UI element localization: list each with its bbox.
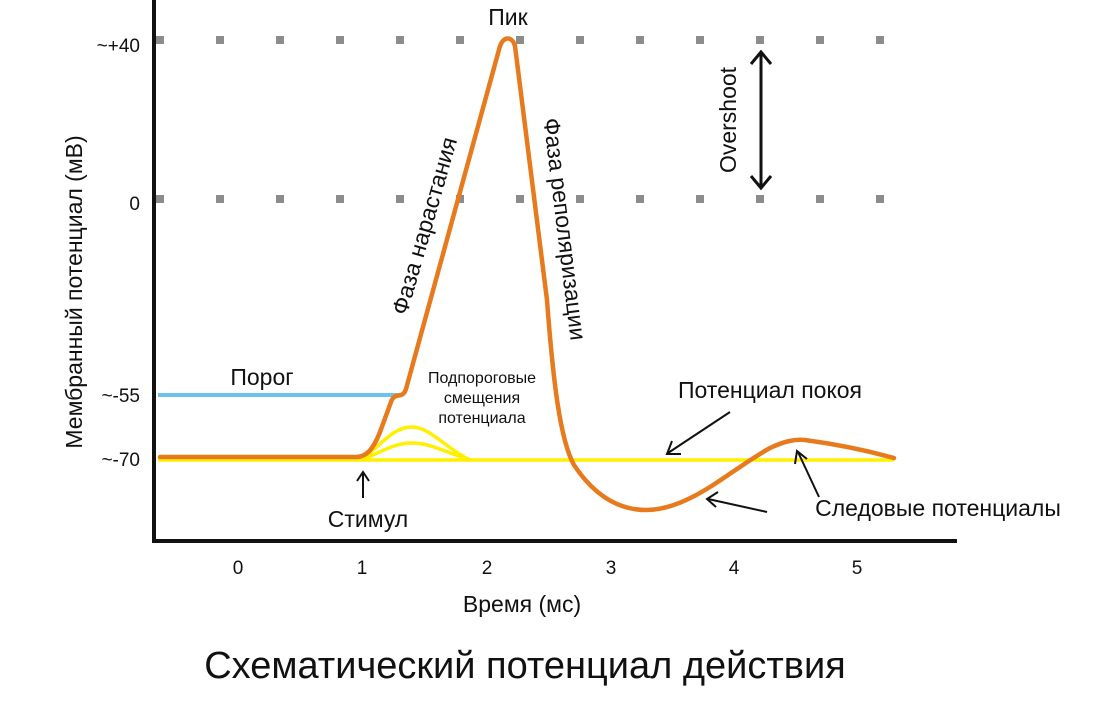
- dot-zero: [696, 195, 704, 203]
- x-tick-0: 0: [233, 558, 244, 579]
- stimulus-arrow-icon: [356, 470, 370, 498]
- y-tick-0: 0: [129, 194, 140, 215]
- x-tick-2: 2: [482, 558, 493, 579]
- dot-zero: [816, 195, 824, 203]
- dot-plus40: [816, 36, 824, 44]
- dot-plus40: [396, 36, 404, 44]
- x-tick-5: 5: [852, 558, 863, 579]
- resting-potential-arrow-icon: [665, 411, 731, 455]
- dot-zero: [876, 195, 884, 203]
- subthreshold-label-line1: Подпороговые: [428, 370, 536, 387]
- dot-plus40: [216, 36, 224, 44]
- subthreshold-label-line3: потенциала: [438, 410, 525, 427]
- stimulus-label: Стимул: [328, 506, 408, 532]
- y-axis-label: Мембранный потенциал (мВ): [61, 135, 87, 448]
- dot-plus40: [756, 36, 764, 44]
- dot-zero: [516, 195, 524, 203]
- dot-plus40: [636, 36, 644, 44]
- y-tick-minus70: ~-70: [101, 450, 140, 471]
- x-tick-4: 4: [729, 558, 740, 579]
- dot-plus40: [696, 36, 704, 44]
- threshold-label: Порог: [230, 364, 293, 390]
- dot-zero: [216, 195, 224, 203]
- subthreshold-curve-large: [360, 425, 471, 462]
- dot-zero: [636, 195, 644, 203]
- trace-potentials-label: Следовые потенциалы: [815, 495, 1061, 521]
- action-potential-curve: [157, 36, 897, 513]
- dot-zero: [576, 195, 584, 203]
- overshoot-double-arrow-icon: [749, 49, 773, 191]
- subthreshold-label-line2: смещения: [444, 390, 520, 407]
- dot-plus40: [576, 36, 584, 44]
- subthreshold-curve-small: [361, 441, 471, 462]
- dot-zero: [756, 195, 764, 203]
- diagram-title: Схематический потенциал действия: [204, 645, 846, 687]
- dot-zero: [336, 195, 344, 203]
- dot-zero: [276, 195, 284, 203]
- overshoot-label: Overshoot: [715, 66, 741, 173]
- dot-plus40: [456, 36, 464, 44]
- peak-label: Пик: [488, 4, 528, 30]
- dot-plus40: [336, 36, 344, 44]
- dot-plus40: [516, 36, 524, 44]
- resting-potential-label: Потенциал покоя: [678, 377, 862, 403]
- dot-plus40: [876, 36, 884, 44]
- dot-zero: [156, 195, 164, 203]
- dot-zero: [396, 195, 404, 203]
- y-tick-minus55: ~-55: [101, 386, 140, 407]
- dot-plus40: [276, 36, 284, 44]
- dot-plus40: [156, 36, 164, 44]
- x-tick-1: 1: [357, 558, 368, 579]
- trace-potential-arrow-icon: [705, 449, 820, 513]
- x-tick-3: 3: [606, 558, 617, 579]
- y-tick-plus40: ~+40: [97, 36, 140, 57]
- reference-dots: [156, 36, 884, 203]
- x-axis-label: Время (мс): [463, 591, 581, 617]
